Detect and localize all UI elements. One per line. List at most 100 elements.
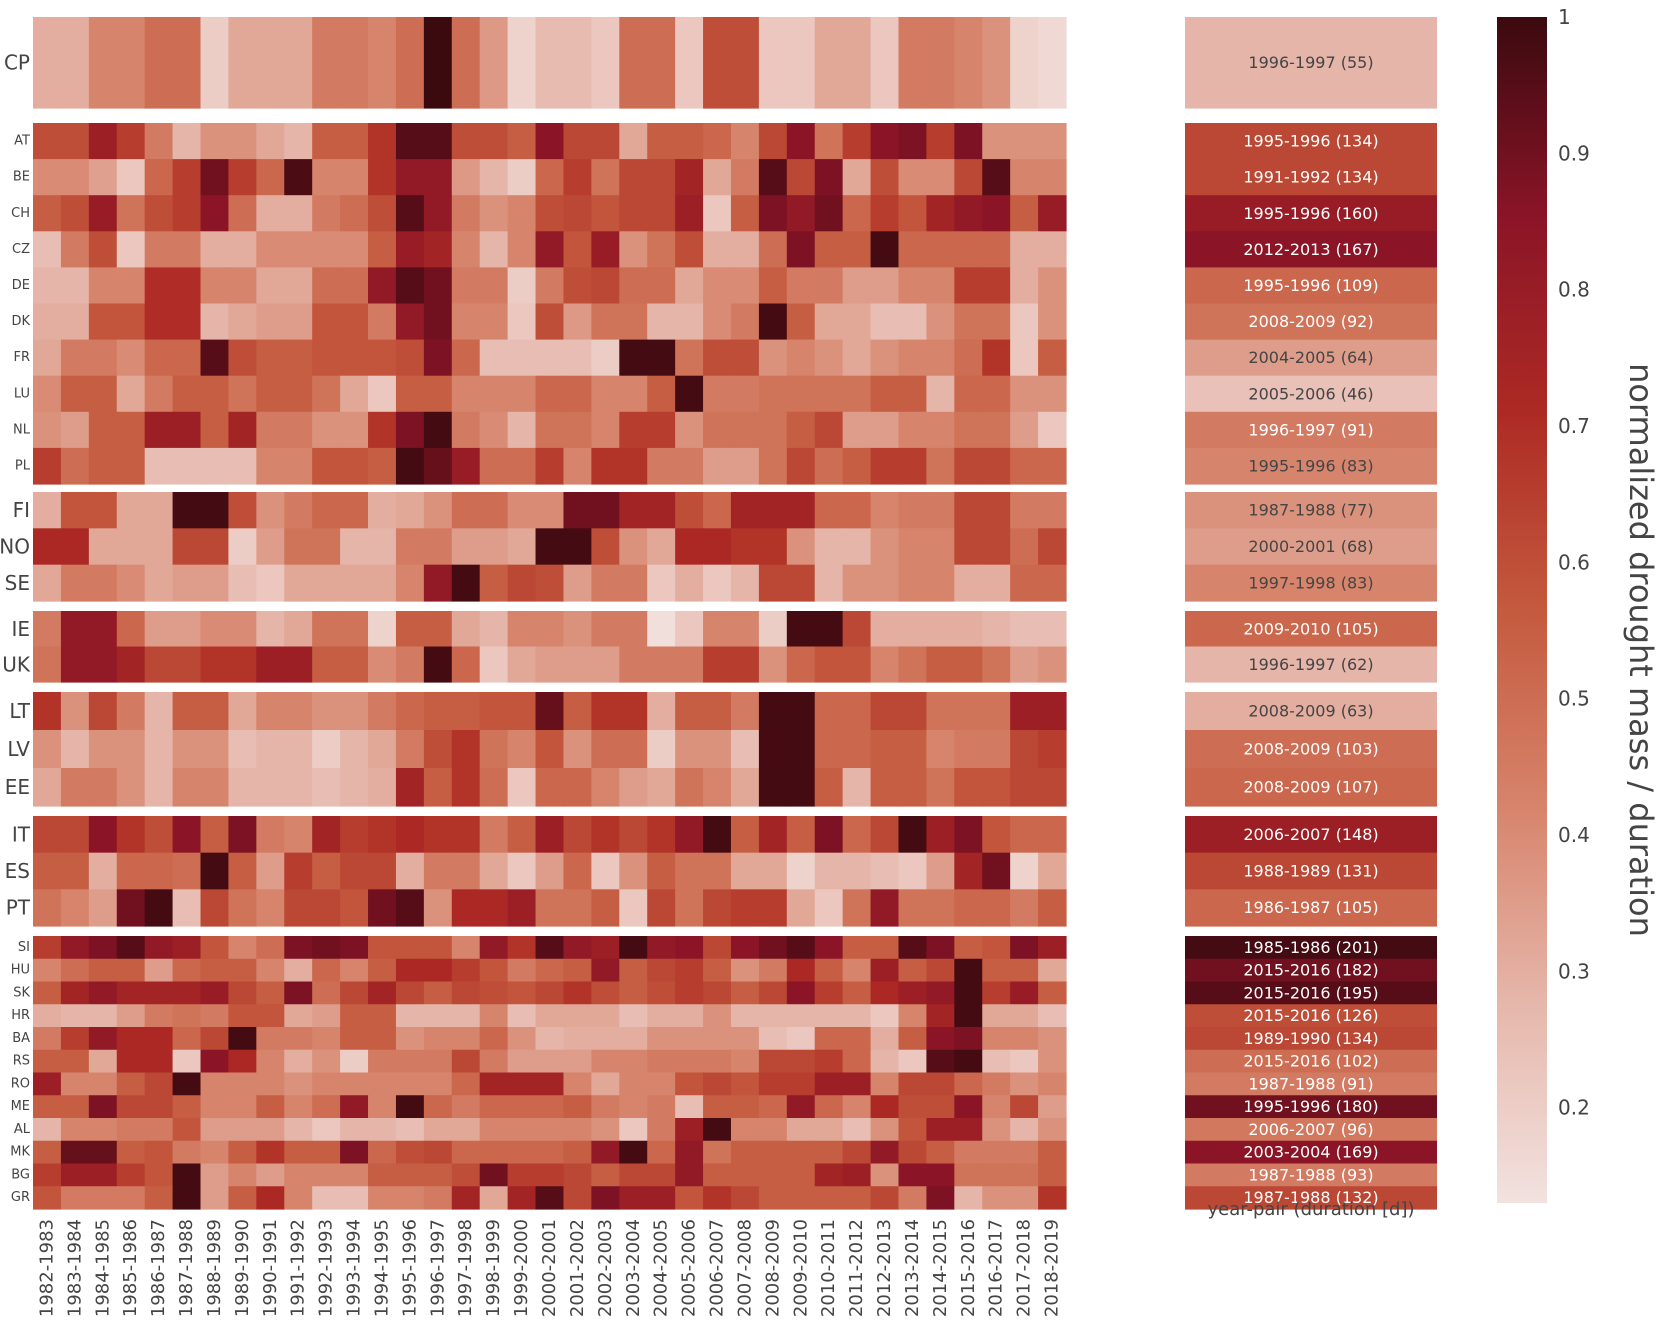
heatmap-cell xyxy=(870,159,900,196)
heatmap-cell xyxy=(60,730,90,769)
heatmap-cell xyxy=(284,528,313,566)
heatmap-cell xyxy=(814,375,844,413)
heatmap-cell xyxy=(563,646,592,683)
heatmap-cell xyxy=(954,123,983,160)
heatmap-cell xyxy=(451,1140,481,1165)
heatmap-cell xyxy=(256,1027,285,1051)
heatmap-cell xyxy=(172,611,202,648)
heatmap-cell xyxy=(786,159,816,196)
row-label: IE xyxy=(11,617,30,641)
heatmap-cell xyxy=(88,958,118,983)
heatmap-cell xyxy=(954,1186,983,1210)
heatmap-cell xyxy=(256,1095,285,1119)
heatmap-cell xyxy=(898,852,928,890)
heatmap-cell xyxy=(842,1186,872,1210)
heatmap-cell xyxy=(116,267,146,305)
heatmap-cell xyxy=(172,1027,202,1051)
summary-cell xyxy=(1185,692,1437,731)
heatmap-cell xyxy=(758,159,788,196)
heatmap-cell xyxy=(535,646,565,683)
heatmap-cell xyxy=(423,195,453,232)
summary-cell xyxy=(1185,492,1437,529)
heatmap-cell xyxy=(563,1095,592,1119)
heatmap-cell xyxy=(591,1186,620,1210)
heatmap-cell xyxy=(1010,231,1039,268)
heatmap-cell xyxy=(563,447,592,485)
heatmap-cell xyxy=(591,1163,620,1187)
heatmap-cell xyxy=(675,375,704,413)
heatmap-cell xyxy=(870,447,900,485)
heatmap-cell xyxy=(144,492,174,529)
heatmap-cell xyxy=(730,267,760,305)
row-label: LT xyxy=(9,699,30,723)
heatmap-cell xyxy=(591,1118,620,1142)
heatmap-cell xyxy=(563,936,592,960)
heatmap-cell xyxy=(451,231,481,268)
heatmap-cell xyxy=(200,303,230,341)
heatmap-cell xyxy=(60,1027,90,1051)
summary-cell xyxy=(1185,1072,1437,1096)
heatmap-cell xyxy=(898,958,928,983)
heatmap-cell xyxy=(563,958,592,983)
heatmap-cell xyxy=(479,123,509,160)
row-label: CZ xyxy=(12,242,30,257)
heatmap-cell xyxy=(842,339,872,377)
heatmap-cell xyxy=(423,889,453,927)
heatmap-cell xyxy=(88,303,118,341)
heatmap-cell xyxy=(814,936,844,960)
heatmap-cell xyxy=(144,1072,174,1096)
row-label: ME xyxy=(11,1099,30,1114)
heatmap-cell xyxy=(898,1095,928,1119)
heatmap-cell xyxy=(284,611,313,648)
heatmap-cell xyxy=(228,936,257,960)
heatmap-cell xyxy=(340,492,369,529)
heatmap-cell xyxy=(591,958,620,983)
heatmap-cell xyxy=(33,889,62,927)
heatmap-cell xyxy=(898,1186,928,1210)
heatmap-cell xyxy=(451,852,481,890)
heatmap-cell xyxy=(563,123,592,160)
heatmap-cell xyxy=(256,852,285,890)
heatmap-cell xyxy=(954,816,983,854)
heatmap-cell xyxy=(786,564,816,602)
heatmap-cell xyxy=(256,730,285,769)
heatmap-cell xyxy=(954,17,983,109)
heatmap-cell xyxy=(703,231,732,268)
heatmap-cell xyxy=(116,159,146,196)
heatmap-cell xyxy=(256,1118,285,1142)
heatmap-cell xyxy=(898,492,928,529)
heatmap-cell xyxy=(758,1118,788,1142)
heatmap-cell xyxy=(88,231,118,268)
heatmap-cell xyxy=(563,528,592,566)
heatmap-cell xyxy=(926,768,955,807)
heatmap-cell xyxy=(423,1004,453,1028)
heatmap-cell xyxy=(228,231,257,268)
colorbar-tick-label: 0.6 xyxy=(1558,550,1590,574)
heatmap-cell xyxy=(675,981,704,1005)
heatmap-cell xyxy=(172,816,202,854)
heatmap-cell xyxy=(786,1049,816,1074)
summary-label: 2000-2001 (68) xyxy=(1248,537,1373,556)
heatmap-cell xyxy=(619,1163,648,1187)
heatmap-cell xyxy=(563,981,592,1005)
heatmap-cell xyxy=(88,159,118,196)
heatmap-cell xyxy=(172,889,202,927)
heatmap-cell xyxy=(842,1072,872,1096)
x-tick-label: 1989-1990 xyxy=(232,1219,253,1317)
heatmap-cell xyxy=(786,692,816,731)
heatmap-cell xyxy=(758,816,788,854)
heatmap-cell xyxy=(647,195,676,232)
heatmap-cell xyxy=(647,528,676,566)
heatmap-cell xyxy=(982,646,1011,683)
heatmap-cell xyxy=(563,339,592,377)
heatmap-cell xyxy=(423,1163,453,1187)
heatmap-cell xyxy=(1038,816,1067,854)
heatmap-cell xyxy=(619,1186,648,1210)
heatmap-cell xyxy=(563,411,592,449)
heatmap-cell xyxy=(730,195,760,232)
heatmap-cell xyxy=(926,611,955,648)
heatmap-cell xyxy=(870,195,900,232)
heatmap-cell xyxy=(312,267,341,305)
heatmap-cell xyxy=(88,492,118,529)
heatmap-cell xyxy=(340,1140,369,1165)
